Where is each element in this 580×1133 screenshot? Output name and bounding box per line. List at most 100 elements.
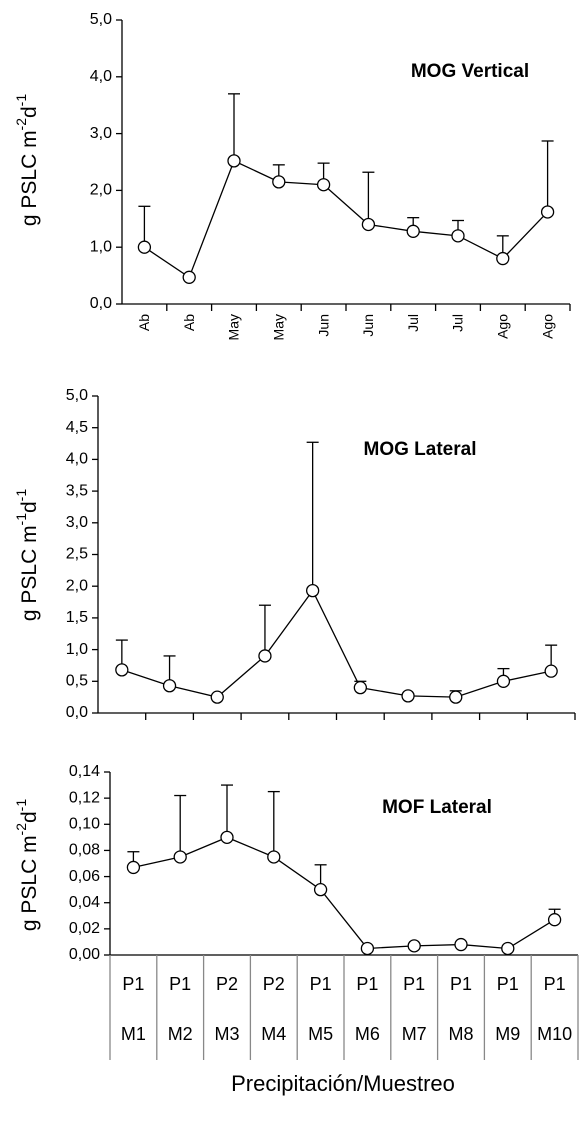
y-tick-label: 4,0 xyxy=(66,451,88,468)
y-axis-label-part: d xyxy=(18,106,41,118)
x-tick-label: May xyxy=(271,314,287,340)
point xyxy=(547,913,562,927)
y-tick-label: 4,0 xyxy=(90,68,112,85)
series-line xyxy=(133,836,555,950)
y-axis-label: g PSLC m-2d-1 xyxy=(13,799,41,932)
point xyxy=(496,251,510,266)
x-tick-label: P1 xyxy=(450,974,472,994)
x-tick-label: P1 xyxy=(122,974,144,994)
x-tick-label: P2 xyxy=(263,974,285,994)
y-tick-label: 0,02 xyxy=(69,920,100,937)
y-tick-label: 5,0 xyxy=(90,11,112,28)
point xyxy=(182,270,196,284)
point xyxy=(115,663,129,677)
x-tick-label: P1 xyxy=(544,974,566,994)
y-tick-label: 3,0 xyxy=(66,514,88,531)
y-tick-label: 0,06 xyxy=(69,868,100,885)
point xyxy=(544,664,558,678)
x-tick-label: Jun xyxy=(315,314,331,337)
point xyxy=(353,680,368,695)
point xyxy=(501,941,515,956)
point xyxy=(407,939,421,953)
y-tick-label: 0,10 xyxy=(69,816,100,833)
y-tick-label: 3,0 xyxy=(90,125,112,142)
chart-title: MOG Vertical xyxy=(411,61,529,82)
y-axis-label-part: g PSLC m xyxy=(18,130,41,226)
y-tick-label: 0,04 xyxy=(69,894,100,911)
x-tick-label: M9 xyxy=(495,1024,520,1044)
x-tick-label: P1 xyxy=(403,974,425,994)
x-tick-label: Ago xyxy=(539,314,555,339)
x-tick-label: M8 xyxy=(448,1024,473,1044)
y-axis-label-part: -1 xyxy=(13,799,29,812)
x-tick-label: M7 xyxy=(402,1024,427,1044)
y-tick-label: 1,5 xyxy=(66,609,88,626)
point xyxy=(360,941,375,956)
y-tick-label: 0,0 xyxy=(66,704,88,721)
point xyxy=(361,217,376,232)
chart-title: MOG Lateral xyxy=(364,439,477,460)
y-axis-label-part: -1 xyxy=(13,489,29,502)
y-tick-label: 2,0 xyxy=(66,577,88,594)
point xyxy=(454,937,468,952)
point xyxy=(451,229,465,243)
point xyxy=(316,178,331,192)
y-tick-label: 1,0 xyxy=(90,238,112,255)
x-tick-label: May xyxy=(226,314,242,340)
x-tick-label: M5 xyxy=(308,1024,333,1044)
point xyxy=(496,674,511,688)
x-axis-label: Precipitación/Muestreo xyxy=(231,1071,455,1096)
x-tick-label: Ab xyxy=(181,314,197,331)
x-tick-label: M1 xyxy=(121,1024,146,1044)
x-tick-label: M10 xyxy=(537,1024,572,1044)
point xyxy=(449,690,463,704)
y-axis-label: g PSLC m-2d-1 xyxy=(13,94,41,227)
y-axis-label-part: -2 xyxy=(13,118,29,131)
series-line xyxy=(144,159,549,279)
y-axis-label-part: d xyxy=(18,501,41,513)
y-tick-label: 3,5 xyxy=(66,482,88,499)
point xyxy=(313,882,328,897)
point xyxy=(305,583,320,598)
x-tick-label: Ago xyxy=(495,314,511,339)
y-tick-label: 0,5 xyxy=(66,673,88,690)
x-tick-label: Ab xyxy=(136,314,152,331)
x-tick-label: M6 xyxy=(355,1024,380,1044)
y-tick-label: 0,14 xyxy=(69,763,100,780)
point xyxy=(272,175,286,189)
point xyxy=(406,224,420,238)
y-axis-label-part: -2 xyxy=(13,823,29,836)
point xyxy=(401,689,415,703)
y-axis-label-part: -1 xyxy=(13,94,29,107)
point xyxy=(137,240,152,254)
point xyxy=(540,205,555,219)
point xyxy=(267,850,281,864)
x-tick-label: P1 xyxy=(169,974,191,994)
x-tick-label: P1 xyxy=(356,974,378,994)
y-axis-label-part: g PSLC m xyxy=(18,525,41,621)
y-tick-label: 5,0 xyxy=(66,387,88,404)
y-axis-label-part: d xyxy=(18,811,41,823)
x-tick-label: P1 xyxy=(497,974,519,994)
chart-title: MOF Lateral xyxy=(382,797,492,818)
point xyxy=(220,830,234,845)
y-axis-label: g PSLC m-1d-1 xyxy=(13,489,41,622)
point xyxy=(210,690,224,704)
point xyxy=(162,679,177,693)
y-axis-label-part: -1 xyxy=(13,513,29,526)
x-tick-label: P2 xyxy=(216,974,238,994)
point xyxy=(126,860,141,875)
y-axis-label-part: g PSLC m xyxy=(18,835,41,931)
series-line xyxy=(121,589,552,698)
y-tick-label: 0,00 xyxy=(69,946,100,963)
x-tick-label: M3 xyxy=(214,1024,239,1044)
point xyxy=(227,154,241,168)
x-tick-label: Jul xyxy=(405,314,421,332)
x-tick-label: Jun xyxy=(360,314,376,337)
y-tick-label: 0,0 xyxy=(90,295,112,312)
y-tick-label: 2,0 xyxy=(90,182,112,199)
y-tick-label: 0,12 xyxy=(69,789,100,806)
point xyxy=(258,649,272,663)
y-tick-label: 2,5 xyxy=(66,546,88,563)
